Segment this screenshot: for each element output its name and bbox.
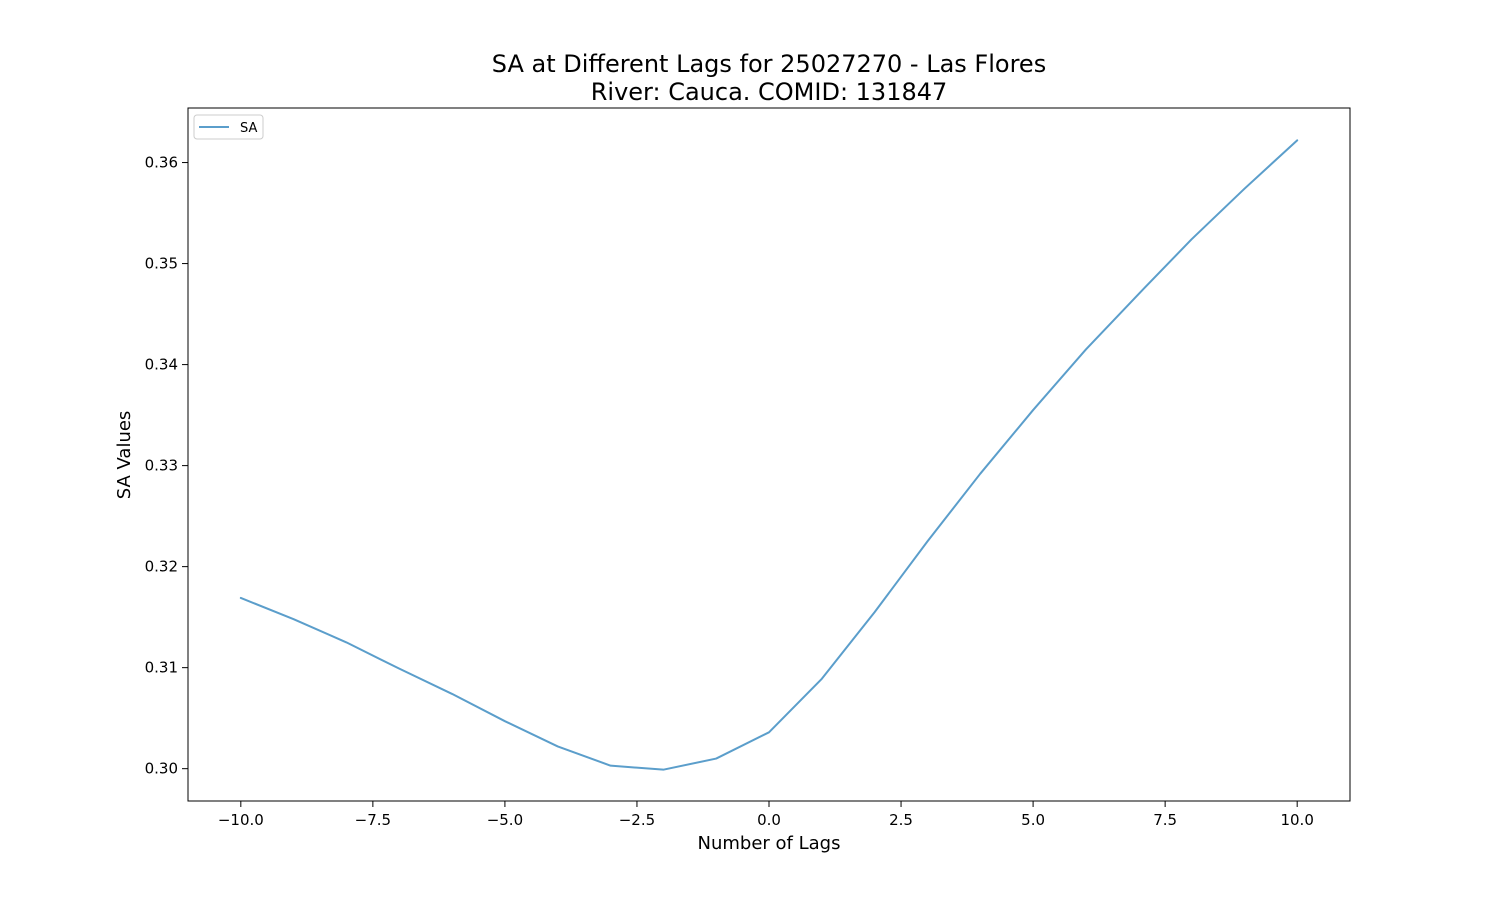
chart-subtitle: River: Cauca. COMID: 131847 [591, 78, 948, 106]
x-tick-label: 5.0 [1021, 811, 1045, 829]
y-tick-label: 0.33 [145, 457, 178, 475]
x-tick-label: −10.0 [218, 811, 264, 829]
y-tick-label: 0.31 [145, 659, 178, 677]
legend-label-sa: SA [240, 121, 257, 136]
series-line-sa [239, 139, 1299, 771]
legend: SA [193, 114, 264, 140]
chart-title: SA at Different Lags for 25027270 - Las … [492, 50, 1046, 78]
y-tick-label: 0.32 [145, 558, 178, 576]
series-layer [239, 139, 1299, 771]
y-axis-label: SA Values [114, 411, 135, 500]
plot-area [187, 107, 1351, 802]
y-tick-label: 0.30 [145, 760, 178, 778]
x-tick-label: −7.5 [355, 811, 391, 829]
x-tick-label: 2.5 [889, 811, 913, 829]
x-tick-label: −2.5 [619, 811, 655, 829]
x-axis: −10.0 −7.5 −5.0 −2.5 0.0 2.5 5.0 7.5 10.0 [218, 801, 1314, 829]
y-tick-label: 0.36 [145, 154, 178, 172]
y-tick-label: 0.34 [145, 356, 178, 374]
x-axis-label: Number of Lags [698, 833, 841, 854]
x-tick-label: 10.0 [1280, 811, 1313, 829]
y-axis: 0.30 0.31 0.32 0.33 0.34 0.35 0.36 [145, 154, 188, 778]
x-tick-label: 0.0 [757, 811, 781, 829]
y-tick-label: 0.35 [145, 255, 178, 273]
x-tick-label: −5.0 [487, 811, 523, 829]
x-tick-label: 7.5 [1153, 811, 1177, 829]
